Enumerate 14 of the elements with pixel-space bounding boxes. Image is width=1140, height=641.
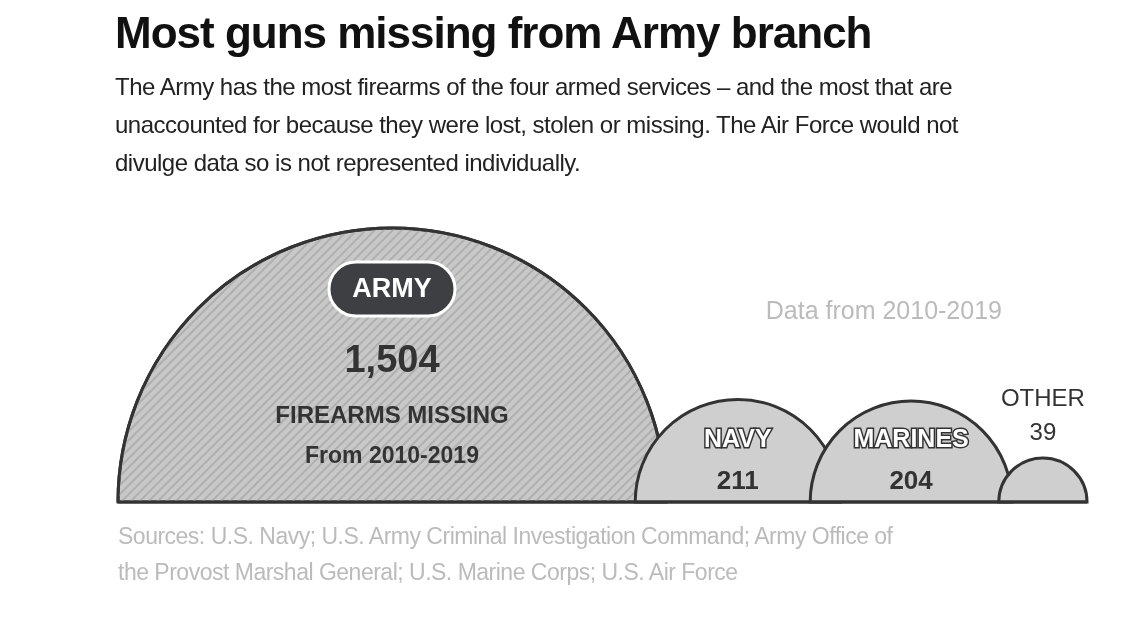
source-note: Sources: U.S. Navy; U.S. Army Criminal Investigation Command; Army Office of the Provost Marshal General; U.S. Marine Corps; U.S. Air Force (118, 522, 894, 587)
category-label: ARMY (352, 273, 432, 304)
text: Most guns missing from Army branch (115, 8, 872, 58)
text: Data from 2010-2019 (765, 295, 1002, 324)
category-label: NAVY (704, 423, 772, 452)
text: The Army has the most firearms of the four armed services – and the most that are unaccounted for because they were lost, stolen or missing. The Air Force would not divulge data so is not represented individually. (115, 72, 960, 178)
data-label: 39 (1029, 418, 1057, 446)
data-label: 204 (889, 464, 934, 495)
data-label: 1,504 (344, 338, 440, 381)
data-label: 211 (716, 464, 759, 495)
category-label: MARINES (853, 423, 969, 452)
text: FIREARMS MISSING (275, 401, 509, 429)
text: From 2010-2019 (305, 442, 479, 469)
category-label: OTHER (1000, 384, 1085, 412)
